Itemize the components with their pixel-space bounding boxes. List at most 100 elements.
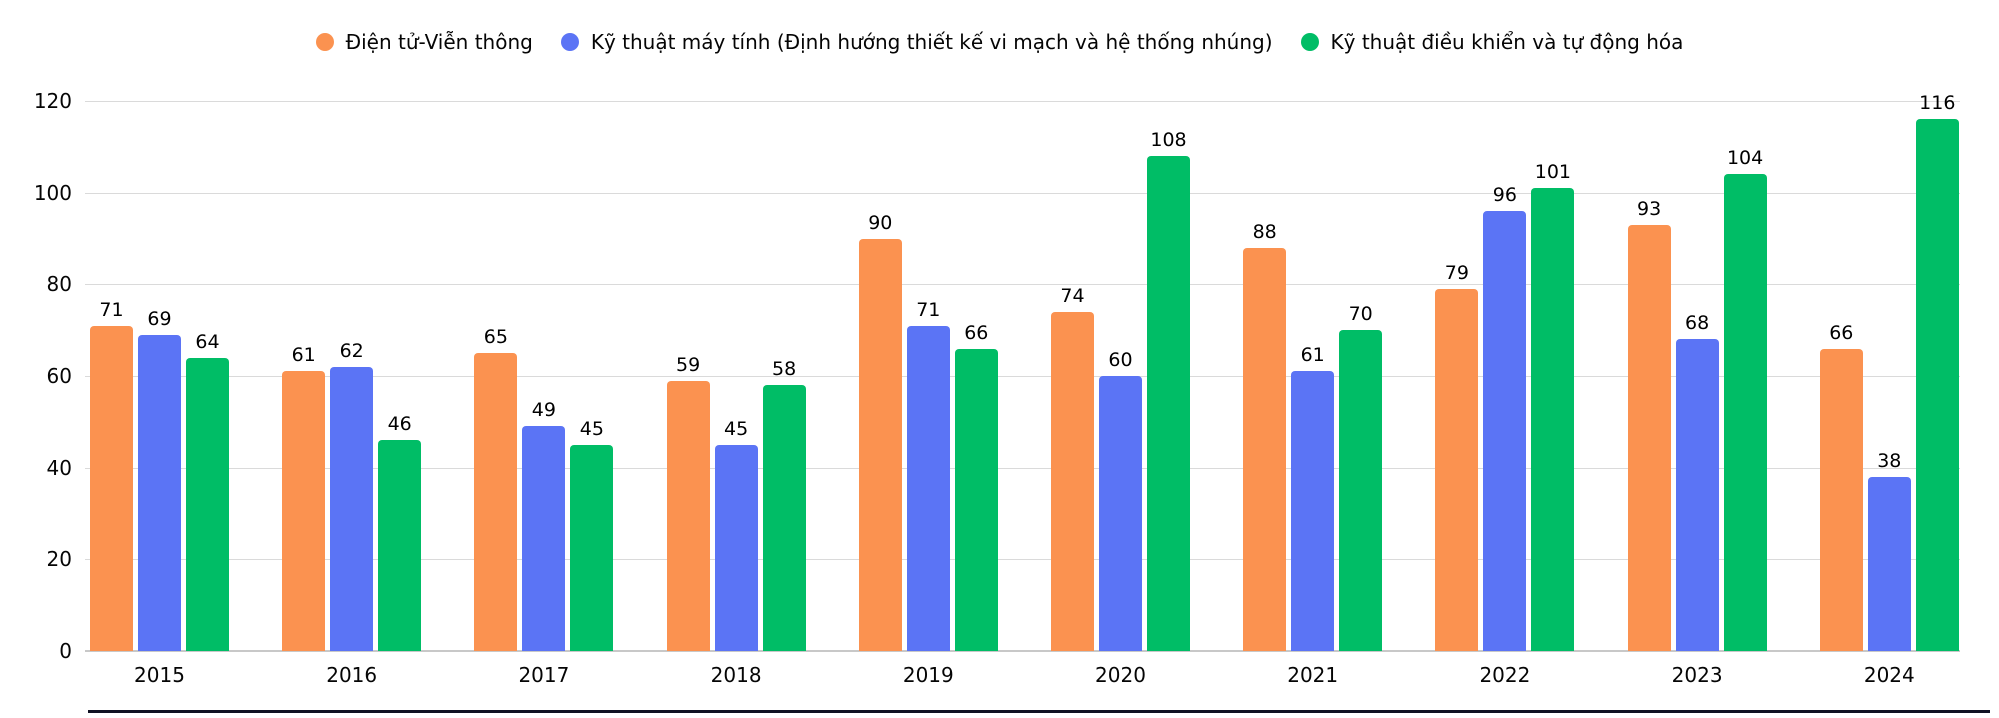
bar: 62 <box>330 340 374 651</box>
bar: 66 <box>1819 322 1863 651</box>
bar-value-label: 64 <box>195 330 220 353</box>
bar-value-label: 61 <box>291 344 316 367</box>
bar: 104 <box>1723 147 1767 651</box>
legend-marker-icon <box>560 33 579 51</box>
bar-group-2022: 79 96 101 <box>1435 101 1575 651</box>
legend-marker-icon <box>1300 33 1319 51</box>
bar-value-label: 58 <box>772 358 797 381</box>
legend-label: Điện tử-Viễn thông <box>345 30 533 54</box>
y-axis-tick-label: 120 <box>33 89 72 113</box>
bar-value-label: 74 <box>1060 284 1085 307</box>
bar: 90 <box>858 212 902 651</box>
y-axis-tick-label: 40 <box>46 455 72 480</box>
bar-value-label: 93 <box>1637 197 1662 220</box>
bar-value-label: 38 <box>1877 449 1902 472</box>
bar: 88 <box>1243 221 1287 651</box>
bar-value-label: 88 <box>1252 220 1277 243</box>
bar: 49 <box>522 399 566 651</box>
bar: 96 <box>1483 184 1527 651</box>
bar: 74 <box>1051 285 1094 651</box>
bar-value-label: 65 <box>483 326 508 349</box>
y-axis-tick-label: 100 <box>33 180 72 205</box>
bar-value-label: 104 <box>1726 147 1764 170</box>
y-axis: 0 20 40 60 80 100 120 <box>0 89 72 663</box>
x-axis-label: 2024 <box>1863 663 1915 687</box>
bar: 59 <box>666 354 710 651</box>
gridline <box>85 650 1960 652</box>
gridline <box>85 192 1960 194</box>
gridline <box>85 376 1960 377</box>
bottom-divider-line <box>88 710 1990 713</box>
bar-value-label: 66 <box>964 321 989 344</box>
x-axis-label: 2017 <box>518 663 570 687</box>
bar: 45 <box>570 418 614 651</box>
bar: 79 <box>1435 262 1479 651</box>
plot-area: 71 69 64 61 62 46 65 49 45 59 45 58 90 71 66 74 60 108 88 6… <box>85 92 1960 652</box>
gridline <box>85 559 1960 561</box>
y-axis-tick-label: 20 <box>46 547 72 572</box>
bar: 108 <box>1147 129 1190 651</box>
bar-value-label: 116 <box>1919 92 1956 115</box>
bar-value-label: 45 <box>579 417 604 440</box>
x-axis-label: 2018 <box>710 663 762 687</box>
bar: 68 <box>1675 312 1719 651</box>
bar-value-label: 71 <box>916 298 941 321</box>
bar-value-label: 69 <box>147 307 172 330</box>
bar-group-2015: 71 69 64 <box>90 101 229 651</box>
chart-legend: Điện tử-Viễn thông Kỹ thuật máy tính (Địn… <box>0 30 1999 54</box>
bar: 71 <box>90 299 133 651</box>
bar-group-2016: 61 62 46 <box>282 101 422 651</box>
legend-item-3: Kỹ thuật điều khiển và tự động hóa <box>1300 30 1684 54</box>
bar-value-label: 66 <box>1829 321 1854 344</box>
bar-value-label: 49 <box>531 399 556 422</box>
legend-label: Kỹ thuật điều khiển và tự động hóa <box>1330 30 1684 54</box>
bar-value-label: 79 <box>1444 261 1469 284</box>
bar-value-label: 70 <box>1348 303 1373 326</box>
bar: 61 <box>282 344 326 651</box>
bar-group-2017: 65 49 45 <box>474 101 614 651</box>
x-axis-label: 2021 <box>1287 663 1339 687</box>
bar: 65 <box>474 326 518 651</box>
x-axis-label: 2023 <box>1671 663 1723 687</box>
legend-item-2: Kỹ thuật máy tính (Định hướng thiết kế v… <box>560 30 1273 54</box>
legend-marker-icon <box>315 33 334 51</box>
bar-value-label: 108 <box>1150 129 1187 151</box>
bar: 70 <box>1339 303 1383 651</box>
x-axis-label: 2016 <box>326 663 378 687</box>
gridline <box>85 467 1960 469</box>
bar-group-2018: 59 45 58 <box>666 101 806 651</box>
bar: 93 <box>1627 198 1671 651</box>
bar-value-label: 59 <box>676 353 701 376</box>
bar-value-label: 68 <box>1685 312 1710 335</box>
x-axis-label: 2020 <box>1095 663 1146 687</box>
legend-item-1: Điện tử-Viễn thông <box>315 30 533 54</box>
bar-value-label: 45 <box>724 417 749 440</box>
y-axis-tick-label: 0 <box>59 639 72 663</box>
bar-value-label: 96 <box>1492 184 1517 206</box>
bar: 71 <box>906 299 950 651</box>
bar: 61 <box>1291 344 1335 651</box>
legend-label: Kỹ thuật máy tính (Định hướng thiết kế v… <box>590 30 1273 54</box>
bar: 45 <box>714 418 758 651</box>
x-axis-label: 2019 <box>902 663 954 687</box>
gridline <box>85 284 1960 286</box>
bar-value-label: 46 <box>387 413 412 436</box>
bar-group-2024: 66 38 116 <box>1819 92 1959 651</box>
bar: 46 <box>378 413 422 651</box>
x-axis: 2015 2016 2017 2018 2019 2020 2021 2022 2023 2024 <box>85 662 1960 692</box>
bar-group-2021: 88 61 70 <box>1243 101 1383 651</box>
bar: 38 <box>1867 450 1911 651</box>
bar: 101 <box>1531 161 1575 651</box>
bar-group-2020: 74 60 108 <box>1051 101 1190 651</box>
bar-group-2019: 90 71 66 <box>858 101 998 651</box>
bar-value-label: 61 <box>1300 344 1325 367</box>
x-axis-label: 2015 <box>134 663 185 687</box>
bar: 58 <box>762 358 806 651</box>
y-axis-tick-label: 60 <box>46 364 72 388</box>
bar-value-label: 90 <box>868 211 893 234</box>
bar-group-2023: 93 68 104 <box>1627 101 1767 651</box>
bar: 116 <box>1915 92 1959 651</box>
bar-value-label: 71 <box>99 298 124 321</box>
bar: 60 <box>1099 349 1142 651</box>
